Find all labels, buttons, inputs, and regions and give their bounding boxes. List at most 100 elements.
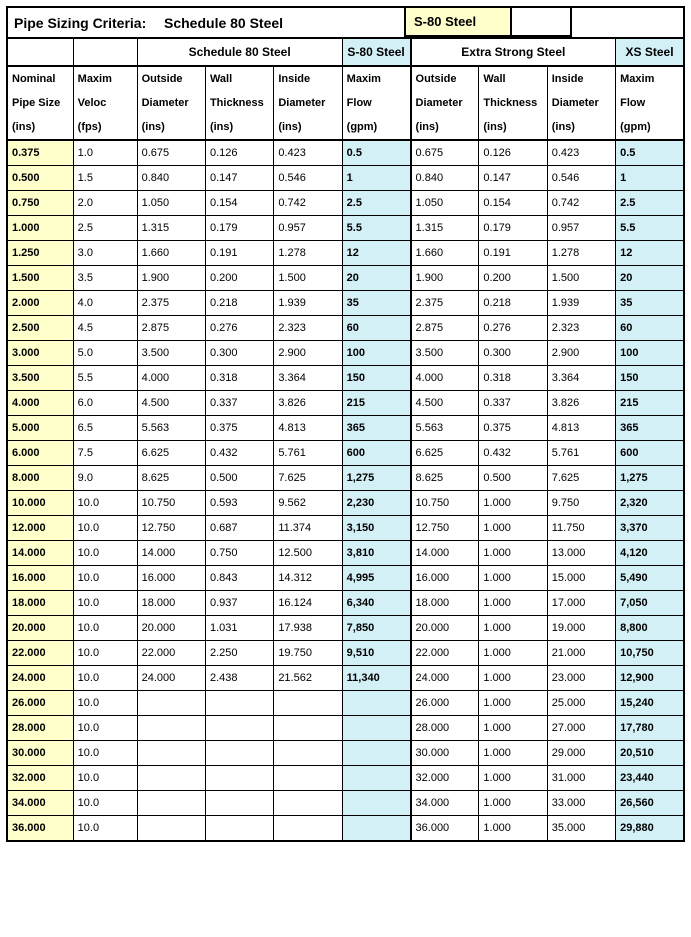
cell-xs_id: 15.000 [547, 566, 615, 591]
cell-nom: 36.000 [7, 816, 73, 842]
cell-xs_flow: 2.5 [616, 191, 684, 216]
h-xsod-2: Diameter [411, 91, 479, 115]
cell-s80_id: 14.312 [274, 566, 342, 591]
table-row: 3.5005.54.0000.3183.3641504.0000.3183.36… [7, 366, 684, 391]
cell-vel: 10.0 [73, 816, 137, 842]
cell-xs_flow: 35 [616, 291, 684, 316]
cell-xs_flow: 5.5 [616, 216, 684, 241]
cell-xs_wt: 0.500 [479, 466, 547, 491]
cell-s80_wt: 0.593 [205, 491, 273, 516]
cell-s80_wt: 0.318 [205, 366, 273, 391]
cell-xs_flow: 215 [616, 391, 684, 416]
cell-s80_id: 3.364 [274, 366, 342, 391]
cell-s80_id: 2.323 [274, 316, 342, 341]
cell-nom: 8.000 [7, 466, 73, 491]
cell-xs_id: 2.900 [547, 341, 615, 366]
cell-xs_id: 0.742 [547, 191, 615, 216]
cell-xs_flow: 0.5 [616, 140, 684, 166]
grp-blank-1 [7, 38, 73, 66]
cell-nom: 1.500 [7, 266, 73, 291]
cell-xs_wt: 1.000 [479, 766, 547, 791]
cell-s80_wt: 0.337 [205, 391, 273, 416]
h-xswt-3: (ins) [479, 115, 547, 140]
cell-nom: 2.500 [7, 316, 73, 341]
cell-s80_id: 19.750 [274, 641, 342, 666]
table-row: 1.2503.01.6600.1911.278121.6600.1911.278… [7, 241, 684, 266]
cell-vel: 6.5 [73, 416, 137, 441]
cell-xs_od: 2.875 [411, 316, 479, 341]
cell-s80_id [274, 741, 342, 766]
table-row: 16.00010.016.0000.84314.3124,99516.0001.… [7, 566, 684, 591]
h-s80od-3: (ins) [137, 115, 205, 140]
cell-xs_flow: 20 [616, 266, 684, 291]
title-row: Pipe Sizing Criteria: Schedule 80 Steel … [6, 6, 685, 37]
cell-s80_flow: 2.5 [342, 191, 410, 216]
cell-s80_wt: 0.276 [205, 316, 273, 341]
table-row: 1.0002.51.3150.1790.9575.51.3150.1790.95… [7, 216, 684, 241]
cell-vel: 1.5 [73, 166, 137, 191]
cell-s80_od: 22.000 [137, 641, 205, 666]
title-spacer [376, 8, 404, 37]
h-nom-3: (ins) [7, 115, 73, 140]
cell-xs_od: 6.625 [411, 441, 479, 466]
h-s80od-2: Diameter [137, 91, 205, 115]
cell-s80_od: 5.563 [137, 416, 205, 441]
cell-s80_od: 0.840 [137, 166, 205, 191]
cell-xs_id: 23.000 [547, 666, 615, 691]
cell-xs_wt: 1.000 [479, 591, 547, 616]
cell-xs_wt: 0.218 [479, 291, 547, 316]
table-row: 8.0009.08.6250.5007.6251,2758.6250.5007.… [7, 466, 684, 491]
cell-xs_flow: 26,560 [616, 791, 684, 816]
cell-xs_id: 27.000 [547, 716, 615, 741]
cell-nom: 2.000 [7, 291, 73, 316]
h-s80wt-3: (ins) [205, 115, 273, 140]
cell-xs_flow: 100 [616, 341, 684, 366]
cell-s80_od: 1.050 [137, 191, 205, 216]
cell-xs_flow: 5,490 [616, 566, 684, 591]
cell-s80_flow: 0.5 [342, 140, 410, 166]
cell-xs_wt: 0.191 [479, 241, 547, 266]
cell-xs_flow: 1,275 [616, 466, 684, 491]
cell-nom: 4.000 [7, 391, 73, 416]
grp-xs-flow: XS Steel [616, 38, 684, 66]
cell-xs_od: 0.675 [411, 140, 479, 166]
cell-s80_od: 3.500 [137, 341, 205, 366]
cell-vel: 10.0 [73, 616, 137, 641]
cell-nom: 6.000 [7, 441, 73, 466]
h-vel-3: (fps) [73, 115, 137, 140]
cell-xs_id: 19.000 [547, 616, 615, 641]
cell-xs_flow: 365 [616, 416, 684, 441]
cell-xs_wt: 1.000 [479, 566, 547, 591]
cell-xs_od: 14.000 [411, 541, 479, 566]
top-code-cell: S-80 Steel [404, 8, 512, 37]
cell-xs_id: 0.546 [547, 166, 615, 191]
cell-vel: 5.0 [73, 341, 137, 366]
cell-s80_od: 4.000 [137, 366, 205, 391]
cell-s80_id: 7.625 [274, 466, 342, 491]
h-s80od-1: Outside [137, 66, 205, 91]
cell-s80_wt: 0.191 [205, 241, 273, 266]
cell-vel: 10.0 [73, 741, 137, 766]
cell-s80_od: 6.625 [137, 441, 205, 466]
cell-nom: 28.000 [7, 716, 73, 741]
h-nom-2: Pipe Size [7, 91, 73, 115]
cell-xs_id: 2.323 [547, 316, 615, 341]
cell-s80_id: 1.500 [274, 266, 342, 291]
cell-xs_id: 3.364 [547, 366, 615, 391]
h-s80fl-2: Flow [342, 91, 410, 115]
cell-s80_wt [205, 766, 273, 791]
cell-s80_id: 0.423 [274, 140, 342, 166]
cell-s80_id: 4.813 [274, 416, 342, 441]
cell-vel: 10.0 [73, 641, 137, 666]
cell-xs_od: 1.050 [411, 191, 479, 216]
cell-vel: 10.0 [73, 566, 137, 591]
cell-xs_od: 1.315 [411, 216, 479, 241]
table-row: 0.7502.01.0500.1540.7422.51.0500.1540.74… [7, 191, 684, 216]
cell-xs_od: 0.840 [411, 166, 479, 191]
table-row: 12.00010.012.7500.68711.3743,15012.7501.… [7, 516, 684, 541]
h-xsid-3: (ins) [547, 115, 615, 140]
title-label: Pipe Sizing Criteria: [8, 8, 156, 37]
cell-vel: 4.0 [73, 291, 137, 316]
cell-nom: 3.500 [7, 366, 73, 391]
cell-xs_flow: 15,240 [616, 691, 684, 716]
